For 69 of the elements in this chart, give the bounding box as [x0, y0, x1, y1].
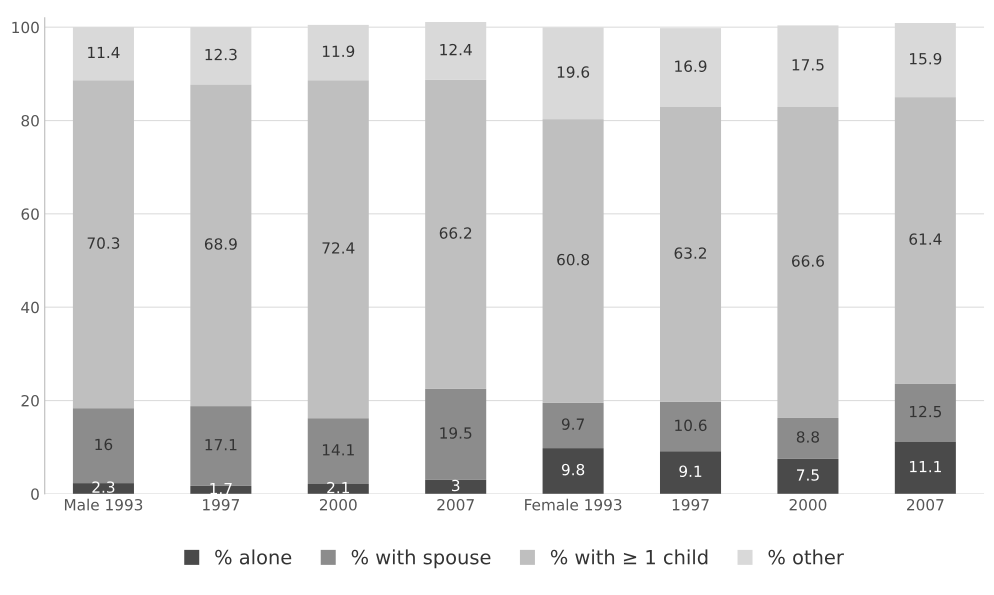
- legend-label: % alone: [215, 549, 292, 564]
- bar: [660, 106, 722, 402]
- y-tick-label: 60: [21, 208, 39, 220]
- data-label: 68.9: [204, 238, 237, 250]
- data-label: 61.4: [909, 233, 942, 245]
- data-label: 10.6: [675, 420, 707, 432]
- data-label: 72.4: [322, 242, 354, 254]
- data-label: 9.1: [679, 465, 702, 478]
- bar: [777, 458, 838, 494]
- data-label: 7.5: [797, 469, 819, 481]
- data-label: 8.8: [796, 431, 820, 443]
- y-tick-label: 0: [31, 488, 39, 500]
- data-label: 17.1: [206, 439, 236, 450]
- data-label: 63.2: [674, 247, 706, 259]
- x-tick-label: 2007: [437, 498, 474, 511]
- bar: [190, 84, 252, 406]
- legend-label: % other: [768, 549, 844, 564]
- data-label: 9.7: [562, 418, 584, 430]
- data-label: 19.5: [440, 427, 472, 439]
- x-tick-label: Male 1993: [64, 498, 142, 511]
- data-label: 12.4: [440, 44, 472, 56]
- data-label: 11.1: [910, 461, 941, 472]
- data-label: 16.9: [675, 60, 706, 72]
- data-label: 19.6: [558, 66, 590, 78]
- bar: [660, 402, 722, 452]
- data-label: 15.9: [910, 52, 942, 65]
- data-label: 66.2: [440, 227, 472, 239]
- data-label: 2.3: [92, 481, 114, 493]
- bar: [425, 388, 486, 480]
- y-tick-label: 40: [21, 302, 39, 314]
- bar: [542, 402, 604, 448]
- data-label: 9.8: [562, 464, 584, 476]
- bar: [894, 384, 956, 442]
- data-label: 70.3: [88, 237, 120, 249]
- x-tick-label: 2007: [907, 498, 944, 511]
- x-tick-label: Female 1993: [525, 498, 622, 511]
- y-tick-label: 80: [21, 114, 39, 127]
- data-label: 12.3: [206, 48, 237, 60]
- y-tick-label: 100: [12, 22, 39, 34]
- data-label: 3: [452, 480, 460, 492]
- data-label: 14.1: [322, 444, 354, 456]
- data-label: 17.5: [792, 59, 824, 71]
- data-label: 66.6: [792, 255, 824, 267]
- bar: [542, 448, 604, 494]
- bar: [894, 442, 956, 494]
- data-label: 16: [95, 438, 112, 450]
- legend-label: % with spouse: [352, 549, 490, 568]
- y-tick-label: 20: [22, 394, 39, 407]
- bar: [72, 80, 134, 408]
- bar: [542, 119, 604, 403]
- bar: [660, 451, 722, 494]
- legend-label: % with ≥ 1 child: [550, 549, 708, 564]
- bar: [72, 483, 134, 494]
- bar: [894, 97, 956, 384]
- bar: [425, 480, 486, 494]
- data-label: 1.7: [210, 482, 232, 494]
- data-label: 11.4: [88, 46, 120, 58]
- bar: [777, 106, 838, 418]
- x-tick-label: 1997: [203, 498, 239, 511]
- bar: [308, 80, 369, 418]
- x-tick-label: 2000: [320, 498, 357, 511]
- bar: [777, 418, 838, 459]
- x-tick-label: 1997: [672, 498, 709, 511]
- data-label: 60.8: [557, 254, 590, 266]
- data-label: 11.9: [322, 45, 354, 58]
- data-label: 12.5: [910, 406, 942, 418]
- x-tick-label: 2000: [790, 498, 826, 511]
- bar: [425, 80, 486, 389]
- data-label: 2.1: [327, 482, 350, 494]
